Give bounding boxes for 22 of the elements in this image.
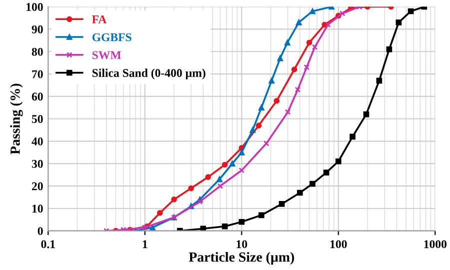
legend-label: Silica Sand (0-400 µm) (92, 68, 206, 80)
y-tick-label: 10 (32, 204, 43, 213)
y-tick-label: 90 (32, 25, 43, 34)
y-tick-label: 70 (32, 70, 43, 78)
y-tick-label: 40 (32, 137, 43, 146)
y-tick-label: 100 (26, 2, 43, 11)
y-tick-label: 50 (32, 115, 43, 124)
x-tick-label: 1000 (424, 240, 447, 248)
y-tick-label: 0 (38, 227, 43, 236)
x-tick-label: 1 (142, 240, 148, 248)
x-tick-label: 100 (330, 240, 347, 248)
x-axis-title: Particle Size (µm) (188, 252, 294, 265)
y-tick-label: 60 (32, 92, 43, 101)
y-axis-title: Passing (%) (10, 84, 23, 154)
legend-label: SWM (92, 51, 122, 60)
y-tick-label: 80 (32, 48, 43, 56)
y-tick-label: 30 (32, 160, 43, 168)
y-tick-label: 20 (32, 182, 43, 190)
x-tick-label: 10 (236, 240, 248, 248)
legend-label: GGBFS (92, 33, 132, 42)
x-tick-label: 0.1 (41, 240, 55, 248)
legend-label: FA (92, 15, 107, 24)
